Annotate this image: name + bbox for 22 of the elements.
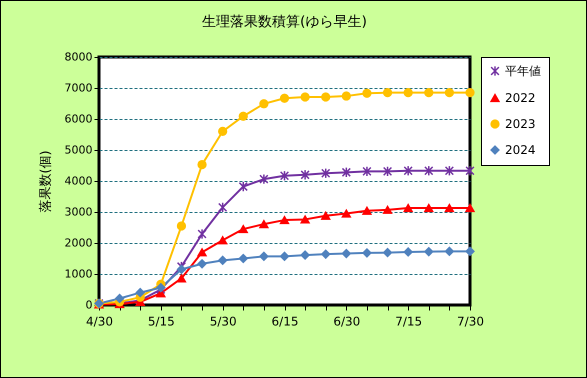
y-tick-label: 2000 [64,236,92,250]
y-tick-label: 8000 [64,50,92,64]
y-axis-title: 落果数(個) [38,150,54,213]
chart-title: 生理落果数積算(ゆら早生) [202,14,367,30]
x-tick-label: 5/30 [210,314,237,328]
y-tick-label: 7000 [64,82,92,94]
y-tick-label: 0 [86,298,92,312]
y-tick-label: 3000 [64,206,92,218]
legend-label: 平年値 [505,64,541,78]
x-tick-label: 7/15 [395,314,422,328]
x-tick-label: 4/30 [86,314,113,328]
x-tick-label: 6/15 [272,314,298,328]
y-tick-label: 6000 [64,112,92,126]
y-tick-label: 5000 [64,144,92,156]
legend-label: 2023 [505,117,536,131]
y-tick-label: 1000 [64,268,92,280]
x-tick-label: 5/15 [148,314,175,328]
x-tick-label: 6/30 [333,314,360,328]
x-tick-label: 7/30 [457,314,484,328]
legend-label: 2022 [505,91,536,105]
y-tick-label: 4000 [64,174,92,188]
legend-label: 2024 [505,143,536,157]
